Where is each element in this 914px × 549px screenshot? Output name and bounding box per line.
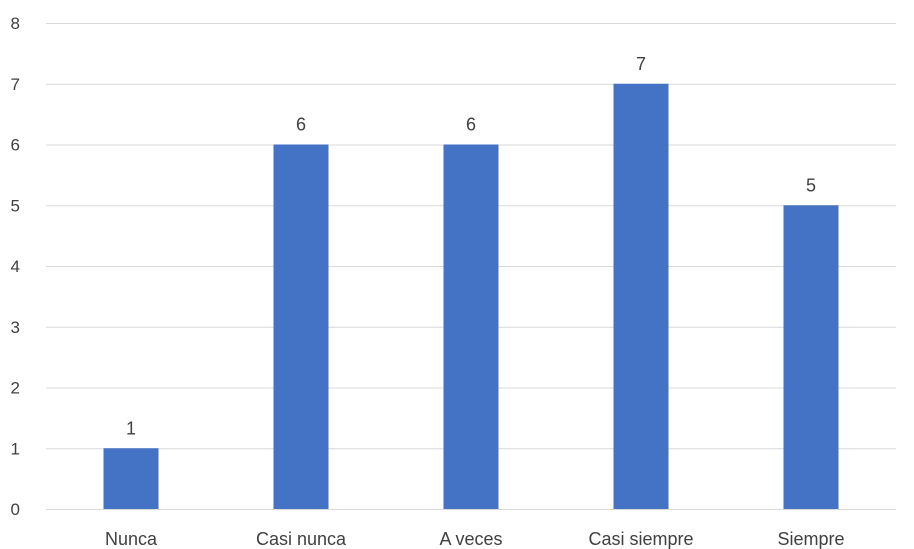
bar: [783, 205, 839, 509]
data-label: 7: [636, 54, 646, 74]
bar: [443, 144, 499, 509]
y-tick-label: 6: [11, 136, 20, 155]
y-tick-label: 1: [11, 439, 20, 458]
y-tick-label: 4: [11, 257, 20, 276]
y-tick-label: 5: [11, 196, 20, 215]
bar: [103, 448, 159, 509]
bar: [273, 144, 329, 509]
data-label: 6: [296, 115, 306, 135]
x-category-label: Casi siempre: [588, 529, 693, 549]
bar: [613, 83, 669, 509]
data-label: 5: [806, 175, 816, 195]
y-axis-ticks: 0 1 2 3 4 5 6 7 8: [11, 14, 20, 519]
y-tick-label: 0: [11, 500, 20, 519]
x-category-label: Nunca: [105, 529, 158, 549]
y-tick-label: 7: [11, 75, 20, 94]
bars: [103, 83, 839, 509]
x-axis-categories: Nunca Casi nunca A veces Casi siempre Siempr…: [105, 529, 845, 549]
x-category-label: Siempre: [777, 529, 844, 549]
data-label: 6: [466, 115, 476, 135]
y-tick-label: 8: [11, 14, 20, 33]
y-tick-label: 2: [11, 379, 20, 398]
y-tick-label: 3: [11, 318, 20, 337]
x-category-label: Casi nunca: [256, 529, 347, 549]
data-labels: 1 6 6 7 5: [126, 54, 816, 439]
data-label: 1: [126, 418, 136, 438]
x-category-label: A veces: [439, 529, 502, 549]
